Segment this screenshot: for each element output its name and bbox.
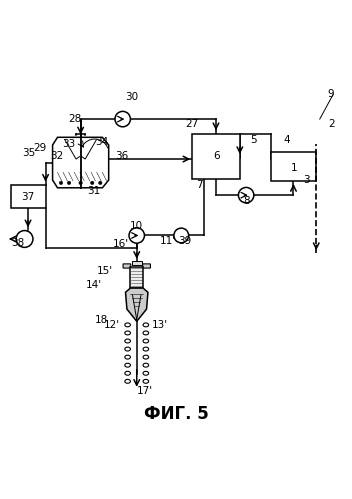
Circle shape	[129, 228, 144, 243]
Text: 15': 15'	[97, 265, 113, 275]
Text: 16': 16'	[113, 239, 130, 249]
Circle shape	[174, 228, 189, 243]
Text: 17': 17'	[137, 386, 153, 396]
Circle shape	[238, 188, 254, 203]
Text: 3: 3	[303, 176, 310, 186]
Circle shape	[99, 181, 102, 185]
Text: 32: 32	[50, 151, 63, 161]
FancyBboxPatch shape	[123, 264, 131, 268]
Text: 38: 38	[12, 238, 25, 248]
Polygon shape	[52, 137, 109, 188]
Bar	[193, 134, 240, 179]
Text: 2: 2	[328, 119, 335, 129]
Polygon shape	[126, 288, 148, 321]
Text: 34: 34	[95, 137, 108, 147]
Text: 11': 11'	[160, 236, 176, 246]
Text: 1: 1	[289, 160, 298, 174]
Text: 6: 6	[211, 149, 221, 164]
Text: 1: 1	[290, 163, 297, 173]
Bar	[132, 261, 142, 265]
Text: 9: 9	[327, 89, 334, 99]
Circle shape	[16, 231, 33, 248]
Text: 10: 10	[130, 221, 143, 231]
Text: 28: 28	[68, 114, 82, 124]
Text: 7: 7	[196, 180, 202, 190]
Text: 8: 8	[244, 196, 250, 206]
Circle shape	[67, 181, 71, 185]
Text: 33: 33	[62, 139, 75, 149]
Text: 14': 14'	[86, 280, 102, 290]
Text: 36: 36	[115, 151, 128, 161]
Text: 6: 6	[214, 151, 220, 161]
Circle shape	[79, 181, 82, 185]
Text: 37: 37	[21, 192, 35, 202]
Text: 27: 27	[186, 119, 199, 129]
Text: 29: 29	[33, 143, 46, 153]
Text: 13': 13'	[152, 320, 168, 330]
Bar	[271, 152, 316, 181]
Text: 18: 18	[95, 315, 108, 325]
Circle shape	[115, 111, 131, 127]
Text: 5: 5	[250, 135, 257, 145]
FancyBboxPatch shape	[143, 264, 150, 268]
Text: 35: 35	[22, 148, 35, 159]
Text: 30: 30	[125, 92, 138, 102]
Text: 4: 4	[283, 135, 290, 145]
Text: 31: 31	[87, 186, 100, 196]
Text: 39: 39	[178, 236, 191, 246]
Circle shape	[90, 181, 94, 185]
Circle shape	[59, 181, 63, 185]
Bar	[11, 185, 45, 208]
Text: ФИГ. 5: ФИГ. 5	[144, 405, 208, 423]
Text: 12': 12'	[103, 320, 120, 330]
Bar	[131, 267, 143, 288]
Text: 37: 37	[21, 192, 34, 202]
